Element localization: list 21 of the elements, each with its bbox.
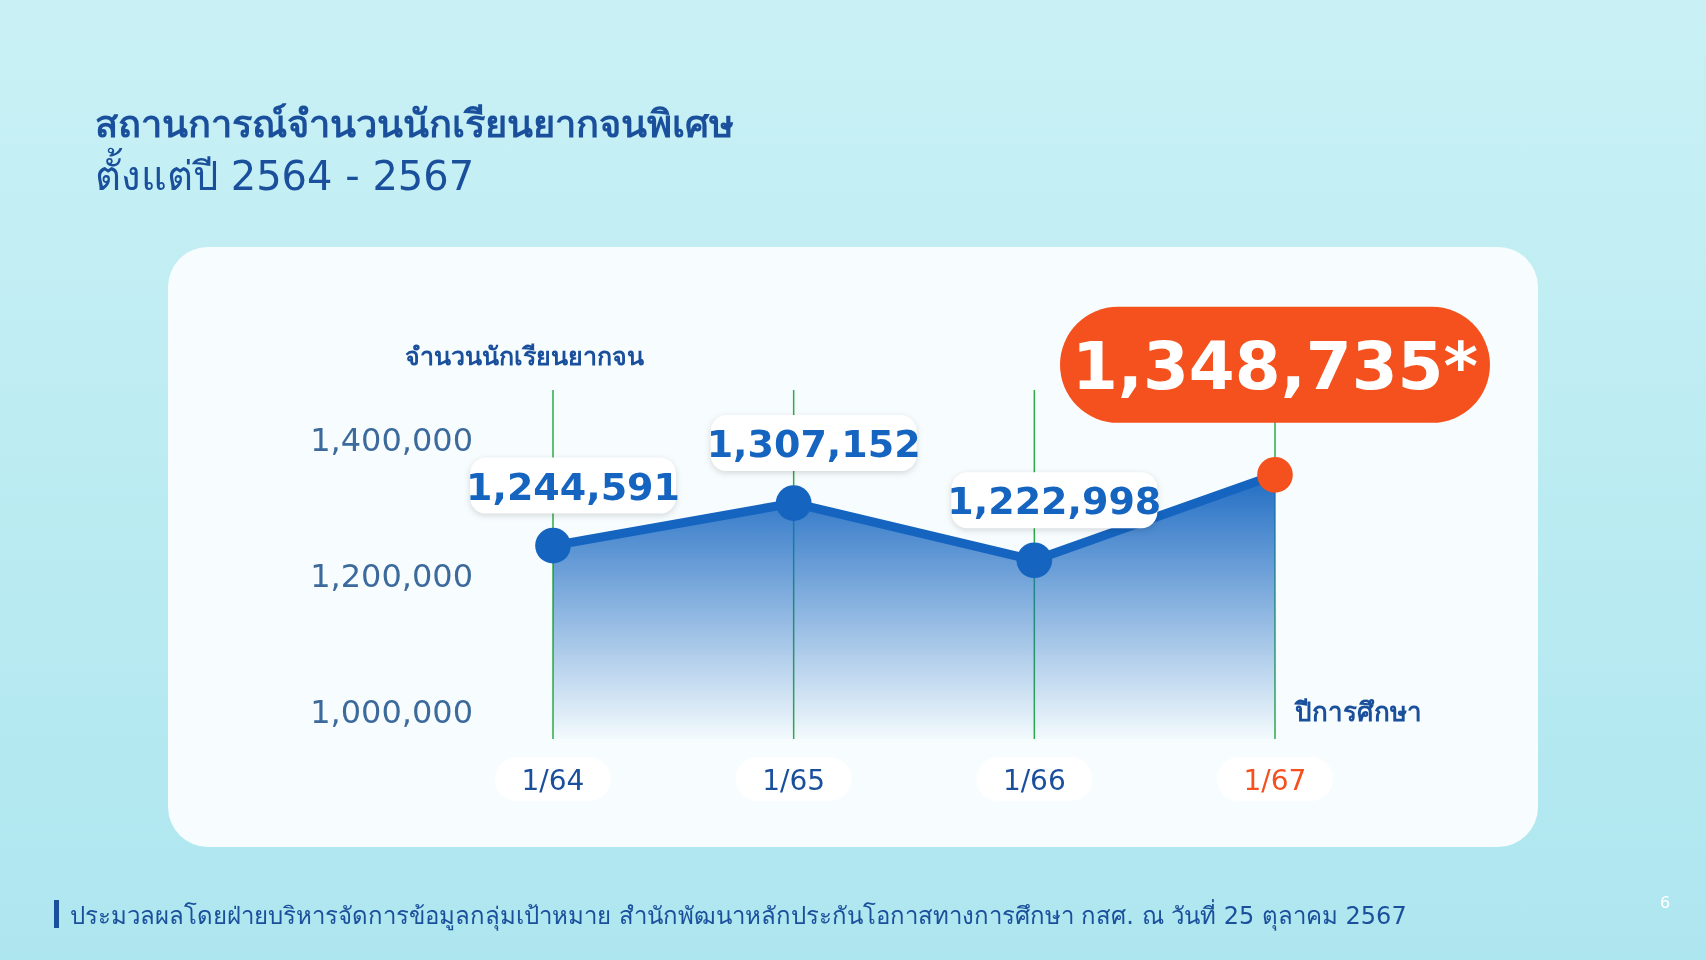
x-tick-label: 1/67 [1243, 764, 1307, 797]
point [1016, 542, 1053, 579]
point [775, 485, 812, 521]
point [535, 527, 571, 564]
data-label: 1,348,735* [1071, 327, 1479, 405]
x-tick-label: 1/65 [762, 764, 826, 797]
data-label: 1,307,152 [706, 422, 921, 467]
chart-subtitle: ตั้งแต่ปี 2564 - 2567 [95, 147, 475, 199]
y-tick-label: 1,000,000 [310, 693, 473, 732]
y-tick-label: 1,200,000 [310, 557, 473, 596]
x-tick-label: 1/66 [1002, 764, 1066, 797]
point [1257, 457, 1293, 493]
data-label: 1,244,591 [466, 464, 680, 509]
x-tick-label: 1/64 [521, 764, 585, 797]
data-label: 1,222,998 [947, 479, 1162, 524]
text: 6 [1659, 893, 1671, 912]
x-axis-title: ปีการศึกษา [1294, 697, 1422, 727]
text: ประมวลผลโดยฝ่ายบริหารจัดการข้อมูลกลุ่มเป้าหมาย สำนักพัฒนาหลักประกันโอกาสทางการศึกษา กสศ. ณ วันที่ 25 ตุลาคม 2567 [70, 899, 1407, 931]
chart-title: สถานการณ์จำนวนนักเรียนยากจนพิเศษ [95, 102, 734, 146]
y-axis-title: จำนวนนักเรียนยากจน [405, 342, 644, 371]
y-tick-label: 1,400,000 [310, 421, 473, 460]
